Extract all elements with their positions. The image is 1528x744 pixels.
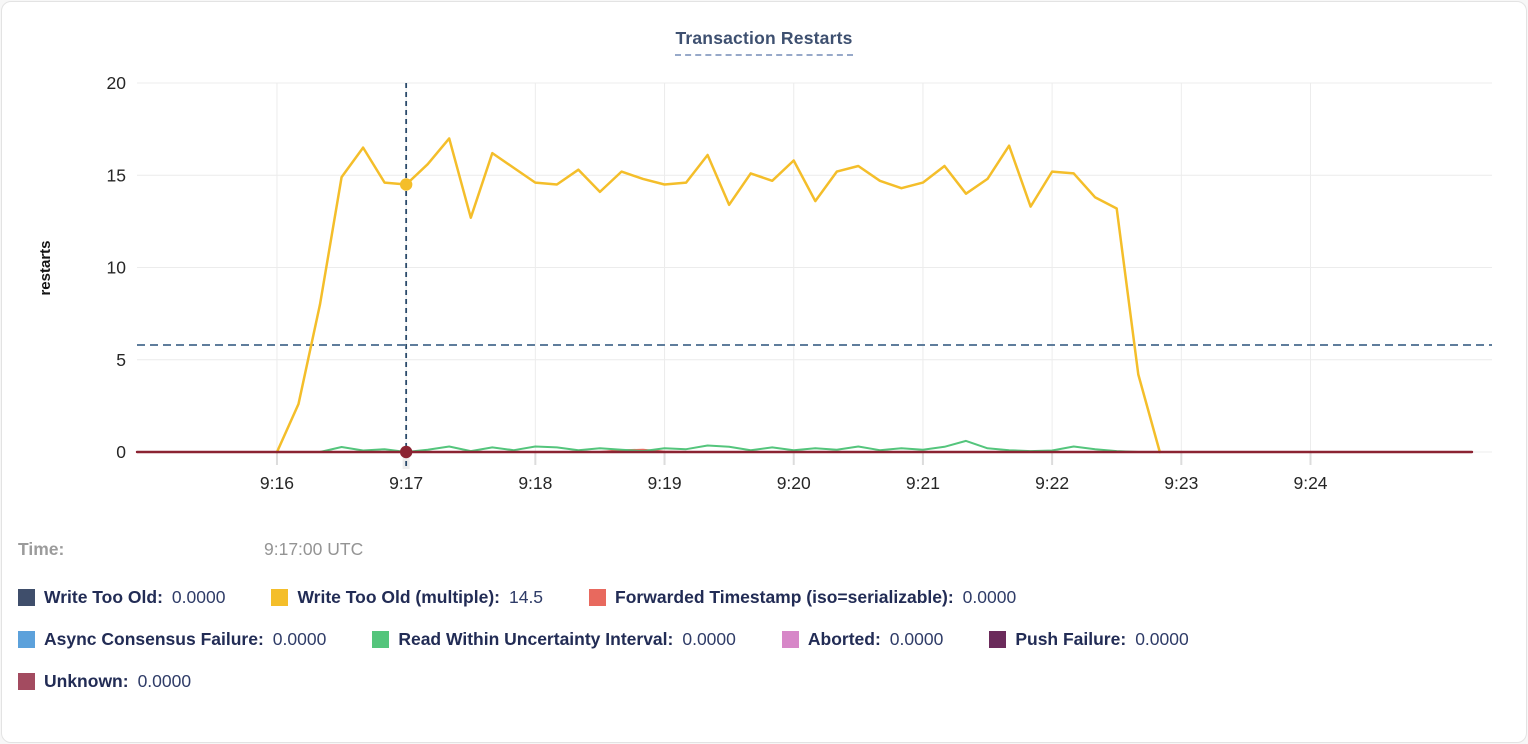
legend-swatch xyxy=(18,589,35,606)
legend-swatch xyxy=(781,631,799,648)
legend-swatch xyxy=(989,631,1007,648)
hover-layer xyxy=(399,83,413,469)
grid-layer: 0 5 10 15 20 9:16 9:17 9:18 9:19 9:20 9:21 9:22 9:23… xyxy=(107,73,1492,493)
legend-swatch xyxy=(372,631,390,648)
x-tick-label: 9:22 xyxy=(1035,473,1069,493)
legend-label: Unknown: xyxy=(44,671,129,691)
hover-axis-band xyxy=(402,452,410,469)
transaction-restarts-chart[interactable]: 0 5 10 15 20 9:16 9:17 9:18 9:19 9:20 9:21 9:22 9:23… xyxy=(2,2,1527,522)
legend-label: Write Too Old (multiple): xyxy=(297,587,500,607)
legend-panel: Time: 9:17:00 UTC Write Too Old: 0.0000 Wr… xyxy=(18,539,1516,713)
legend-label: Async Consensus Failure: xyxy=(44,629,264,649)
legend-swatch xyxy=(18,631,35,648)
legend-item-aborted: Aborted: 0.0000 xyxy=(781,629,944,650)
legend-item-forwarded-timestamp-iso-serializable: Forwarded Timestamp (iso=serializable): 0… xyxy=(589,587,1016,608)
legend-row: Async Consensus Failure: 0.0000 Read Withi… xyxy=(18,629,1516,650)
x-tick-label: 9:24 xyxy=(1293,473,1327,493)
y-tick-label: 15 xyxy=(107,165,126,185)
legend-row: Write Too Old: 0.0000 Write Too Old (multi… xyxy=(18,587,1516,608)
x-tick-label: 9:18 xyxy=(518,473,552,493)
legend: Write Too Old: 0.0000 Write Too Old (multi… xyxy=(18,587,1516,692)
legend-row: Unknown: 0.0000 xyxy=(18,671,1516,692)
series-line-read-within-uncertainty-interval xyxy=(319,439,1140,453)
y-axis-label: restarts xyxy=(37,240,54,295)
legend-item-async-consensus-failure: Async Consensus Failure: 0.0000 xyxy=(18,629,326,650)
legend-value: 0.0000 xyxy=(171,587,226,607)
hover-point-unknown xyxy=(399,445,413,459)
legend-item-push-failure: Push Failure: 0.0000 xyxy=(989,629,1189,650)
legend-item-write-too-old: Write Too Old: 0.0000 xyxy=(18,587,225,608)
x-tick-label: 9:16 xyxy=(260,473,294,493)
legend-item-write-too-old-multiple: Write Too Old (multiple): 14.5 xyxy=(271,587,543,608)
series-layer xyxy=(135,137,1474,454)
legend-swatch xyxy=(271,589,289,606)
x-tick-label: 9:23 xyxy=(1164,473,1198,493)
legend-label: Read Within Uncertainty Interval: xyxy=(398,629,674,649)
legend-label: Aborted: xyxy=(807,629,881,649)
legend-value: 0.0000 xyxy=(137,671,192,691)
x-tick-label: 9:21 xyxy=(906,473,940,493)
chart-title[interactable]: Transaction Restarts xyxy=(675,28,853,56)
hover-time-row: Time: 9:17:00 UTC xyxy=(18,539,1516,560)
legend-swatch xyxy=(18,673,35,690)
y-tick-label: 0 xyxy=(116,442,126,462)
legend-value: 14.5 xyxy=(508,587,544,607)
y-tick-label: 20 xyxy=(107,73,127,93)
y-tick-label: 5 xyxy=(116,350,126,370)
series-line-write-too-old-multiple xyxy=(275,137,1162,454)
legend-item-unknown: Unknown: 0.0000 xyxy=(18,671,191,692)
legend-value: 0.0000 xyxy=(1135,629,1189,649)
x-tick-label: 9:19 xyxy=(648,473,682,493)
x-tick-label: 9:20 xyxy=(777,473,811,493)
legend-label: Forwarded Timestamp (iso=serializable): xyxy=(615,587,954,607)
chart-header: Transaction Restarts xyxy=(2,28,1526,56)
time-label: Time: xyxy=(18,539,65,559)
x-tick-label: 9:17 xyxy=(389,473,423,493)
y-tick-label: 10 xyxy=(107,258,127,278)
legend-value: 0.0000 xyxy=(962,587,1017,607)
legend-item-read-within-uncertainty-interval: Read Within Uncertainty Interval: 0.0000 xyxy=(372,629,736,650)
legend-label: Write Too Old: xyxy=(44,587,163,607)
legend-value: 0.0000 xyxy=(682,629,736,649)
legend-swatch xyxy=(589,589,607,606)
legend-value: 0.0000 xyxy=(272,629,327,649)
legend-value: 0.0000 xyxy=(889,629,944,649)
legend-label: Push Failure: xyxy=(1015,629,1127,649)
hover-point-write-too-old-multiple xyxy=(399,178,413,191)
time-value: 9:17:00 UTC xyxy=(264,539,364,559)
